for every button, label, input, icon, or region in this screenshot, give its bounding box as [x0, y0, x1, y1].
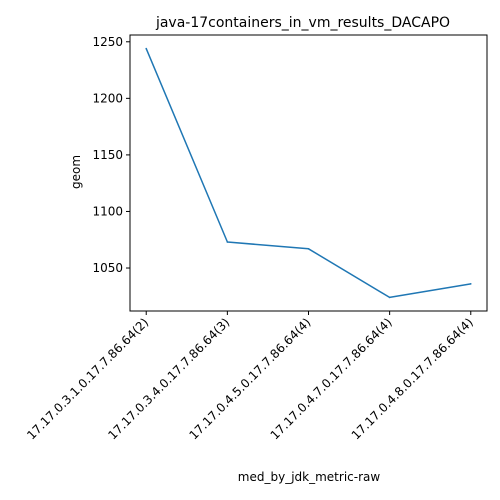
data-point: [226, 241, 229, 243]
plot-area: 1050110011501200125017.17.0.3.1.0.17.7.8…: [24, 35, 476, 443]
y-tick-label: 1150: [92, 148, 123, 162]
plot-frame: [129, 34, 488, 312]
x-axis-label: med_by_jdk_metric-raw: [238, 470, 381, 484]
y-axis-label: geom: [69, 155, 83, 189]
y-tick-label: 1200: [92, 91, 123, 105]
data-point: [145, 47, 148, 50]
data-point: [469, 283, 472, 285]
data-point: [388, 296, 391, 299]
y-tick-label: 1050: [92, 261, 123, 275]
y-tick-label: 1250: [92, 35, 123, 49]
data-point: [307, 247, 310, 250]
y-tick-label: 1100: [92, 204, 123, 218]
series-line: [145, 48, 471, 299]
chart-title: java-17containers_in_vm_results_DACAPO: [155, 15, 450, 31]
